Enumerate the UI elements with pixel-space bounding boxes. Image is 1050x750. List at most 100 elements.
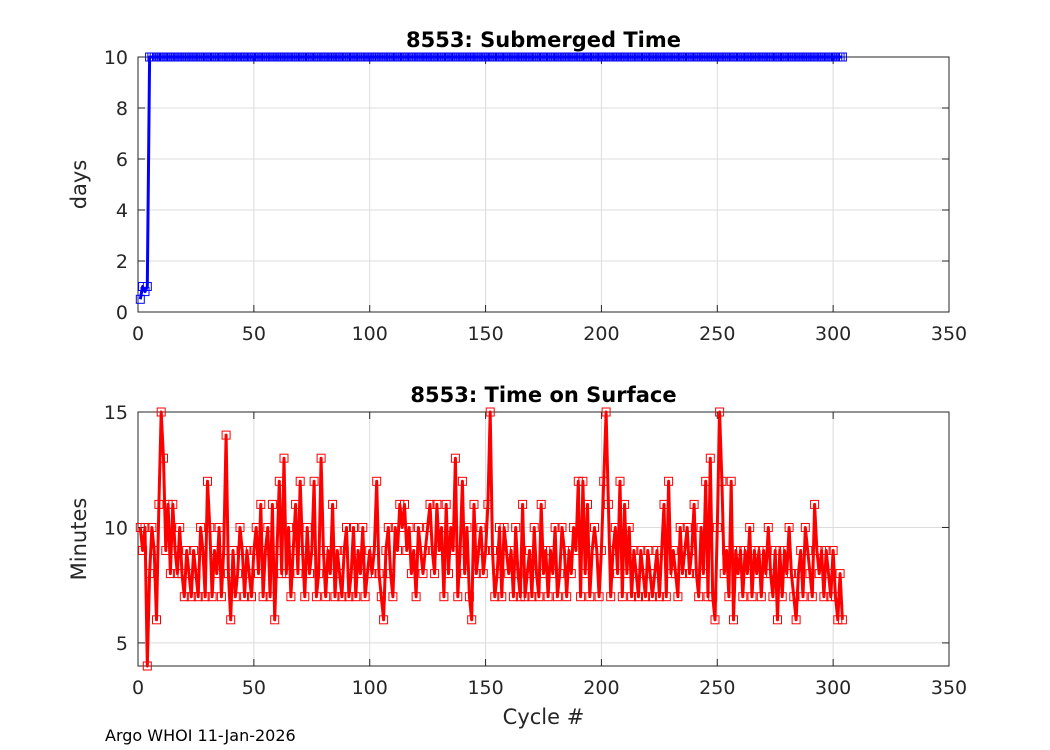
surface-data-point bbox=[471, 569, 481, 579]
surface-data-point bbox=[441, 499, 451, 509]
submerged-ytick-label: 0 bbox=[116, 302, 128, 324]
surface-xtick-label: 350 bbox=[931, 677, 967, 699]
surface-data-point bbox=[759, 546, 769, 555]
surface-data-point bbox=[599, 476, 609, 486]
surface-data-point bbox=[388, 592, 398, 602]
surface-data-point bbox=[800, 523, 810, 532]
surface-data-point bbox=[638, 569, 648, 579]
surface-data-point bbox=[798, 592, 808, 602]
surface-data-point bbox=[715, 407, 725, 417]
surface-data-point bbox=[339, 546, 349, 555]
surface-data-point bbox=[710, 615, 720, 625]
surface-data-point bbox=[559, 546, 569, 555]
surface-data-point bbox=[300, 592, 310, 602]
submerged-title: 8553: Submerged Time bbox=[406, 28, 681, 52]
surface-data-point bbox=[590, 523, 599, 532]
surface-data-point bbox=[726, 476, 736, 486]
surface-data-point bbox=[504, 569, 514, 579]
surface-data-point bbox=[420, 546, 430, 555]
surface-data-point bbox=[478, 569, 488, 579]
surface-data-point bbox=[805, 569, 815, 579]
surface-data-point bbox=[235, 523, 245, 532]
surface-data-point bbox=[214, 523, 224, 532]
surface-data-point bbox=[603, 499, 613, 509]
surface-data-point bbox=[766, 569, 776, 579]
surface-data-point bbox=[200, 592, 210, 602]
surface-data-point bbox=[469, 499, 479, 509]
surface-data-point bbox=[631, 569, 641, 579]
surface-data-point bbox=[786, 569, 796, 579]
surface-data-point bbox=[513, 569, 523, 579]
surface-data-point bbox=[624, 523, 634, 532]
surface-data-point bbox=[279, 453, 289, 463]
surface-data-point bbox=[527, 592, 537, 602]
submerged-ytick-label: 10 bbox=[104, 47, 128, 69]
surface-data-point bbox=[703, 592, 713, 602]
surface-data-point bbox=[738, 592, 748, 602]
submerged-ytick-label: 6 bbox=[116, 149, 128, 171]
surface-data-point bbox=[722, 546, 732, 555]
surface-data-point bbox=[793, 569, 803, 579]
surface-data-point bbox=[416, 546, 426, 555]
surface-data-point bbox=[196, 523, 206, 532]
surface-data-point bbox=[302, 523, 312, 532]
surface-data-point bbox=[423, 523, 433, 532]
surface-data-point bbox=[548, 569, 558, 579]
surface-data-point bbox=[698, 569, 708, 579]
surface-data-point bbox=[221, 430, 231, 440]
surface-data-point bbox=[752, 569, 762, 579]
surface-data-point bbox=[161, 546, 171, 555]
surface-data-point bbox=[647, 592, 657, 602]
surface-data-point bbox=[511, 523, 521, 532]
surface-data-point bbox=[386, 569, 396, 579]
surface-data-point bbox=[555, 569, 565, 579]
surface-data-point bbox=[696, 523, 706, 532]
surface-data-point bbox=[629, 546, 639, 555]
surface-data-point bbox=[634, 592, 643, 602]
surface-data-point bbox=[219, 546, 229, 555]
surface-data-point bbox=[826, 592, 836, 602]
surface-data-point bbox=[379, 615, 389, 625]
surface-data-point bbox=[448, 546, 458, 555]
submerged-ytick-label: 4 bbox=[116, 200, 128, 222]
surface-data-point bbox=[404, 523, 414, 532]
surface-data-point bbox=[362, 569, 372, 579]
surface-data-point bbox=[518, 499, 528, 509]
surface-data-point bbox=[284, 523, 294, 532]
surface-data-point bbox=[156, 407, 166, 417]
surface-data-point bbox=[666, 569, 676, 579]
surface-data-point bbox=[571, 546, 581, 555]
surface-data-point bbox=[203, 476, 212, 486]
surface-data-point bbox=[147, 523, 157, 532]
surface-data-point bbox=[397, 523, 407, 532]
surface-data-point bbox=[613, 569, 623, 579]
surface-data-point bbox=[578, 476, 588, 486]
surface-data-point bbox=[349, 523, 358, 532]
surface-data-point bbox=[691, 569, 701, 579]
surface-data-point bbox=[305, 569, 314, 579]
surface-data-point bbox=[812, 546, 822, 555]
submerged-xtick-label: 200 bbox=[583, 323, 619, 345]
surface-data-point bbox=[657, 546, 667, 555]
surface-data-point bbox=[395, 499, 405, 509]
surface-data-point bbox=[437, 523, 446, 532]
surface-data-point bbox=[520, 592, 530, 602]
surface-data-point bbox=[353, 546, 363, 555]
surface-data-point bbox=[488, 546, 497, 555]
surface-data-point bbox=[281, 569, 291, 579]
surface-data-point bbox=[179, 592, 189, 602]
surface-data-point bbox=[400, 499, 409, 509]
surface-data-point bbox=[641, 592, 650, 602]
surface-data-point bbox=[184, 569, 194, 579]
surface-data-point bbox=[411, 592, 421, 602]
surface-data-point bbox=[650, 569, 660, 579]
surface-data-point bbox=[263, 523, 273, 532]
submerged-xtick-label: 100 bbox=[352, 323, 388, 345]
surface-data-point bbox=[444, 569, 453, 579]
surface-data-point bbox=[803, 546, 813, 555]
submerged-xtick-label: 250 bbox=[699, 323, 735, 345]
surface-data-point bbox=[418, 569, 428, 579]
surface-data-point bbox=[240, 592, 250, 602]
